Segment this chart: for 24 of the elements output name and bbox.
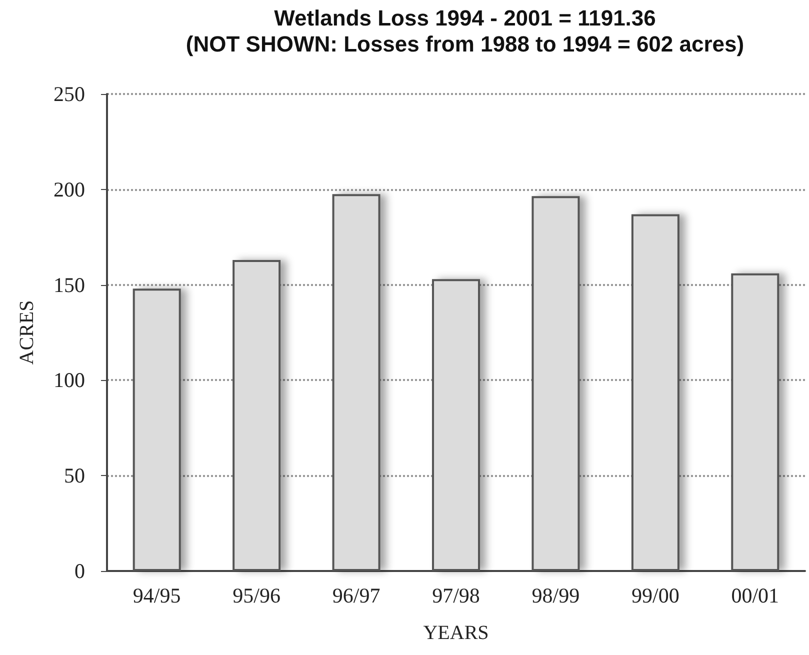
y-tick-label: 200 [54,177,85,202]
x-tick-label: 95/96 [232,584,280,608]
x-tick-label: 97/98 [432,584,480,608]
bar [332,194,380,571]
bar [432,279,480,571]
y-axis-title: ACRES [16,300,38,365]
x-tick-label: 96/97 [332,584,380,608]
bar [232,260,281,571]
bar [132,288,181,571]
y-tick-label: 50 [64,464,85,488]
x-tick-label: 94/95 [132,584,181,608]
bar [532,196,580,571]
y-tick-label: 150 [54,272,85,297]
x-tick-label: 98/99 [532,584,580,608]
chart-title: Wetlands Loss 1994 - 2001 = 1191.36 [274,6,656,30]
y-tick-label: 100 [54,368,85,392]
bar [631,214,680,571]
bar [731,273,780,571]
x-tick-label: 99/00 [632,584,680,608]
chart-subtitle: (NOT SHOWN: Losses from 1988 to 1994 = 602 acres) [186,32,744,56]
y-tick-label: 0 [74,559,85,583]
x-axis-title: YEARS [423,622,489,644]
y-tick-label: 250 [54,82,85,106]
x-tick-label: 00/01 [731,584,780,608]
